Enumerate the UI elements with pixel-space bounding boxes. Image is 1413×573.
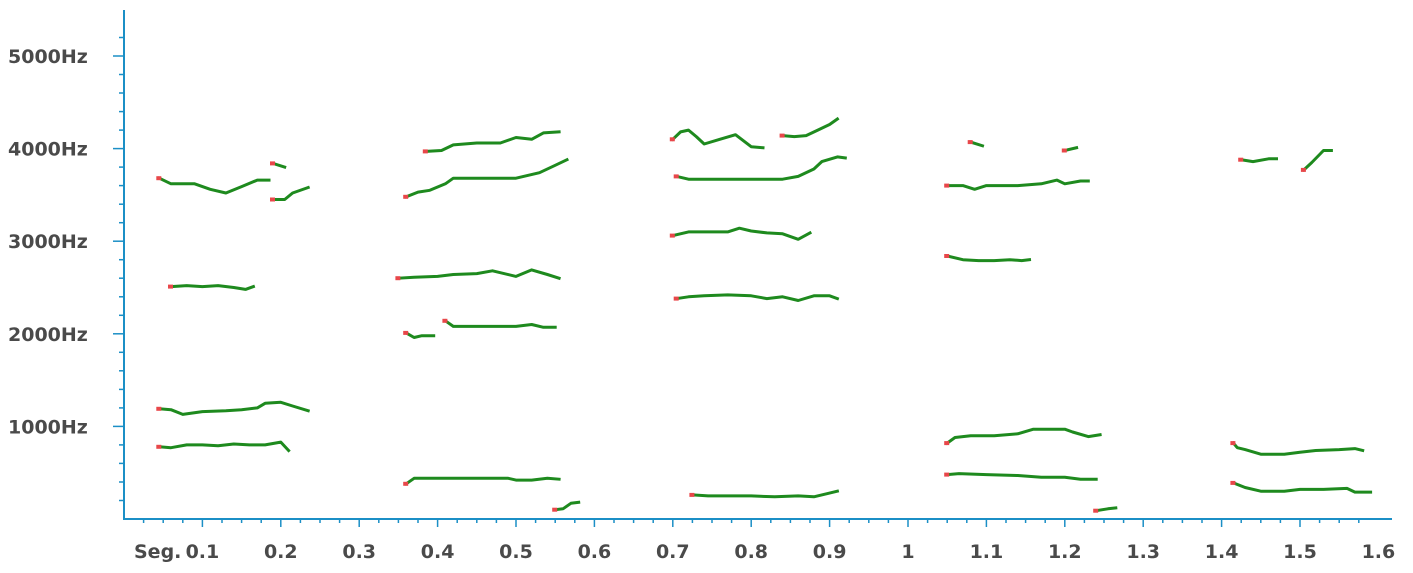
track-onset-marker [403, 194, 409, 199]
x-tick-label: 0.2 [264, 541, 298, 563]
pitch-track [396, 268, 561, 281]
pitch-track [780, 116, 840, 139]
x-tick-label: 1.1 [970, 541, 1004, 563]
x-tick-label: 0.4 [421, 541, 455, 563]
track-onset-marker [673, 296, 679, 301]
y-tick-label: 1000Hz [8, 416, 88, 438]
track-onset-marker [944, 254, 950, 258]
track-onset-marker [944, 472, 950, 477]
track-onset-marker [403, 330, 409, 335]
pitch-track [1231, 480, 1373, 494]
pitch-track [157, 440, 291, 453]
x-tick-label: 0.5 [499, 541, 533, 563]
track-onset-marker [422, 149, 428, 154]
x-tick-label: 1 [901, 541, 914, 563]
track-onset-marker [689, 492, 695, 497]
track-onset-marker [1093, 508, 1099, 513]
pitch-track [945, 472, 1098, 481]
pitch-track [674, 293, 840, 302]
track-onset-marker [1300, 167, 1306, 172]
track-onset-marker [442, 318, 448, 323]
track-onset-marker [669, 137, 675, 142]
pitch-track [553, 500, 581, 512]
pitch-track [424, 130, 561, 153]
pitch-track [404, 476, 561, 486]
x-tick-label: 0.8 [734, 541, 768, 563]
pitch-track [157, 176, 271, 195]
x-tick-label: 1.6 [1362, 541, 1396, 563]
y-tick-label: 2000Hz [8, 324, 88, 346]
pitch-track [1231, 440, 1365, 456]
pitch-track [443, 318, 557, 329]
x-axis-ticks: 0.1 0.2 0.3 0.4 0.5 0.6 0.7 0.8 0.9 1 1.1 1.2 1.3 1.4… [142, 519, 1396, 563]
track-onset-marker [967, 140, 973, 145]
x-axis-unit-label: Seg. [134, 541, 181, 563]
y-tick-label: 3000Hz [8, 231, 88, 253]
pitch-track [404, 157, 569, 199]
x-tick-label: 0.7 [656, 541, 690, 563]
track-onset-marker [669, 233, 675, 238]
x-tick-label: 1.4 [1205, 541, 1239, 563]
pitch-track [945, 427, 1102, 446]
pitch-tracks [156, 116, 1373, 513]
pitch-track [157, 400, 311, 416]
pitch-track [1239, 157, 1278, 164]
track-onset-marker [1230, 441, 1236, 446]
track-onset-marker [156, 444, 162, 449]
track-onset-marker [944, 183, 950, 188]
pitch-track [670, 226, 813, 241]
track-onset-marker [403, 481, 409, 486]
track-onset-marker [270, 197, 275, 202]
pitch-track [1094, 506, 1118, 513]
pitch-track [945, 178, 1090, 191]
pitch-track [1301, 149, 1333, 173]
track-onset-marker [1230, 480, 1236, 485]
track-onset-marker [673, 174, 679, 179]
pitch-track [271, 185, 311, 201]
x-tick-label: 0.9 [813, 541, 847, 563]
pitch-track [690, 489, 840, 499]
x-tick-label: 1.2 [1048, 541, 1082, 563]
pitch-track [404, 330, 436, 339]
track-onset-marker [156, 176, 162, 181]
x-tick-label: 1.3 [1126, 541, 1160, 563]
x-tick-label: 1.5 [1283, 541, 1317, 563]
y-axis-ticks: 1000Hz 2000Hz 3000Hz 4000Hz 5000Hz [8, 36, 124, 502]
track-onset-marker [944, 441, 950, 446]
pitch-track [674, 155, 847, 181]
track-onset-marker [395, 276, 401, 281]
track-onset-marker [156, 406, 162, 411]
track-onset-marker [1238, 157, 1244, 162]
x-tick-label: 0.1 [186, 541, 220, 563]
track-onset-marker [270, 161, 275, 166]
y-tick-label: 5000Hz [8, 46, 88, 68]
pitch-track [945, 254, 1032, 263]
pitch-track [670, 128, 765, 150]
track-onset-marker [1061, 148, 1067, 153]
y-tick-label: 4000Hz [8, 139, 88, 161]
track-onset-marker [168, 284, 173, 289]
x-tick-label: 0.3 [342, 541, 376, 563]
pitch-track [169, 284, 256, 291]
x-tick-label: 0.6 [578, 541, 612, 563]
track-onset-marker [779, 133, 785, 138]
track-onset-marker [552, 507, 558, 512]
